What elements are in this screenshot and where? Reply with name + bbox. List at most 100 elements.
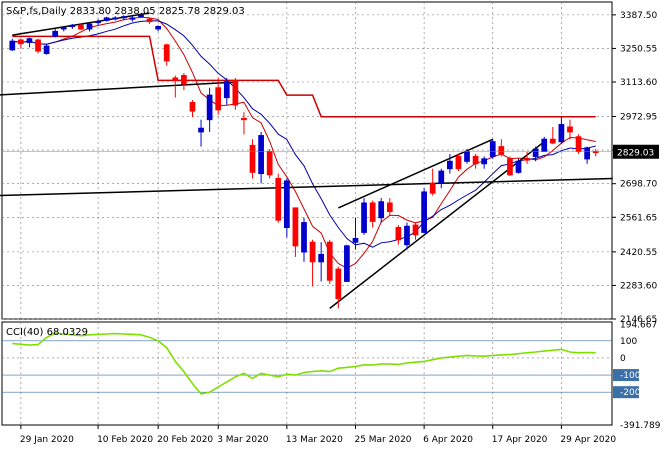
candle-body	[378, 201, 385, 219]
ohlc-readout: 2833.80 2838.05 2825.78 2829.03	[70, 6, 245, 17]
cci-level-box	[613, 369, 639, 382]
cci-tick-label: -200	[620, 388, 641, 398]
candle-body	[309, 241, 316, 263]
candle-body	[558, 124, 565, 143]
candle-body	[249, 144, 256, 173]
current-price-box	[613, 144, 659, 159]
candle-body	[215, 87, 222, 111]
candle-body	[172, 77, 179, 81]
slow-moving-average	[12, 20, 596, 248]
price-tick-label: 2972.95	[620, 112, 657, 122]
candle-body	[421, 191, 427, 233]
cci-tick-label: 0	[620, 354, 626, 364]
chart-title: S&P,fs,Daily 2833.80 2838.05 2825.78 282…	[6, 6, 245, 17]
price-tick-label: 2283.60	[620, 281, 657, 291]
candle-body	[129, 17, 136, 20]
candle-body	[584, 147, 590, 160]
candle-body	[198, 127, 204, 133]
candle-body	[60, 27, 67, 30]
axes: 3387.503250.553113.602972.952836.002698.…	[2, 11, 660, 445]
candle-body	[481, 158, 488, 165]
candle-body	[541, 138, 548, 153]
date-tick-label: 25 Mar 2020	[354, 435, 411, 445]
candle-body	[352, 238, 359, 243]
candle-body	[318, 253, 325, 263]
support-trend-line	[0, 177, 613, 197]
candle-body	[507, 158, 513, 176]
candle-body	[386, 202, 393, 213]
candle-body	[120, 16, 127, 19]
candle-body	[412, 224, 419, 236]
candle-body	[489, 141, 496, 157]
candle-body	[9, 40, 16, 51]
cci-series	[12, 332, 596, 395]
price-tick-label: 2420.55	[620, 248, 657, 258]
long-trend-line	[0, 81, 236, 96]
candle-body	[404, 225, 410, 246]
candle-body	[438, 170, 445, 184]
candle-body	[181, 75, 187, 85]
date-tick-label: 10 Feb 2020	[97, 435, 153, 445]
cci-tick-label: -391.789	[620, 421, 660, 431]
candle-body	[369, 202, 376, 222]
candle-body	[446, 160, 453, 170]
candle-body	[429, 182, 436, 194]
candle-body	[138, 14, 144, 17]
candle-body	[515, 160, 522, 173]
candle-body	[163, 44, 170, 62]
cci-tick-label: 194.667	[620, 321, 657, 331]
candle-body	[112, 17, 119, 20]
candle-body	[52, 30, 59, 37]
date-tick-label: 13 Mar 2020	[286, 435, 343, 445]
cci-line	[12, 332, 596, 395]
price-tick-label: 3250.55	[620, 44, 657, 54]
candle-body	[575, 136, 582, 153]
cci-level-box	[613, 386, 639, 399]
candle-body	[498, 146, 505, 155]
price-tick-label: 3113.60	[620, 78, 657, 88]
candle-body	[155, 26, 162, 30]
candle-body	[35, 39, 41, 52]
candle-body	[524, 158, 530, 161]
price-tick-label: 3387.50	[620, 11, 657, 21]
candle-body	[18, 39, 24, 45]
candle-body	[464, 151, 470, 162]
candle-body	[146, 18, 153, 23]
candle-body	[567, 126, 573, 133]
candle-body	[283, 180, 290, 228]
candle-body	[335, 268, 342, 300]
candle-body	[326, 241, 333, 281]
date-tick-label: 6 Apr 2020	[423, 435, 473, 445]
candle-body	[532, 148, 539, 157]
candle-body	[275, 177, 282, 221]
candle-body	[232, 79, 239, 106]
cci-tick-label: 100	[620, 337, 637, 347]
price-tick-label: 2146.65	[620, 315, 657, 325]
date-tick-label: 29 Apr 2020	[560, 435, 616, 445]
cci-label: CCI(40) 68.0329	[6, 327, 88, 338]
candle-body	[95, 21, 101, 24]
cci-tick-label: -100	[620, 371, 641, 381]
candle-body	[86, 23, 93, 30]
candle-body	[361, 202, 367, 233]
candle-body	[258, 135, 264, 175]
price-tick-label: 2698.70	[620, 180, 657, 190]
current-price-label: 2829.03	[617, 149, 654, 159]
date-tick-label: 29 Jan 2020	[20, 435, 74, 445]
candle-body	[103, 17, 110, 21]
candle-body	[69, 24, 76, 28]
candle-body	[292, 207, 299, 247]
candle-body	[455, 155, 462, 170]
candle-body	[78, 24, 84, 30]
grid	[2, 2, 612, 425]
candle-body	[26, 38, 33, 43]
candle-body	[206, 94, 213, 121]
candle-body	[43, 45, 50, 54]
cci-panel-frame	[1, 321, 613, 426]
candle-body	[472, 155, 479, 165]
candle-body	[241, 117, 247, 121]
candle-body	[223, 81, 230, 99]
candle-body	[344, 245, 350, 282]
candle-body	[395, 226, 402, 241]
